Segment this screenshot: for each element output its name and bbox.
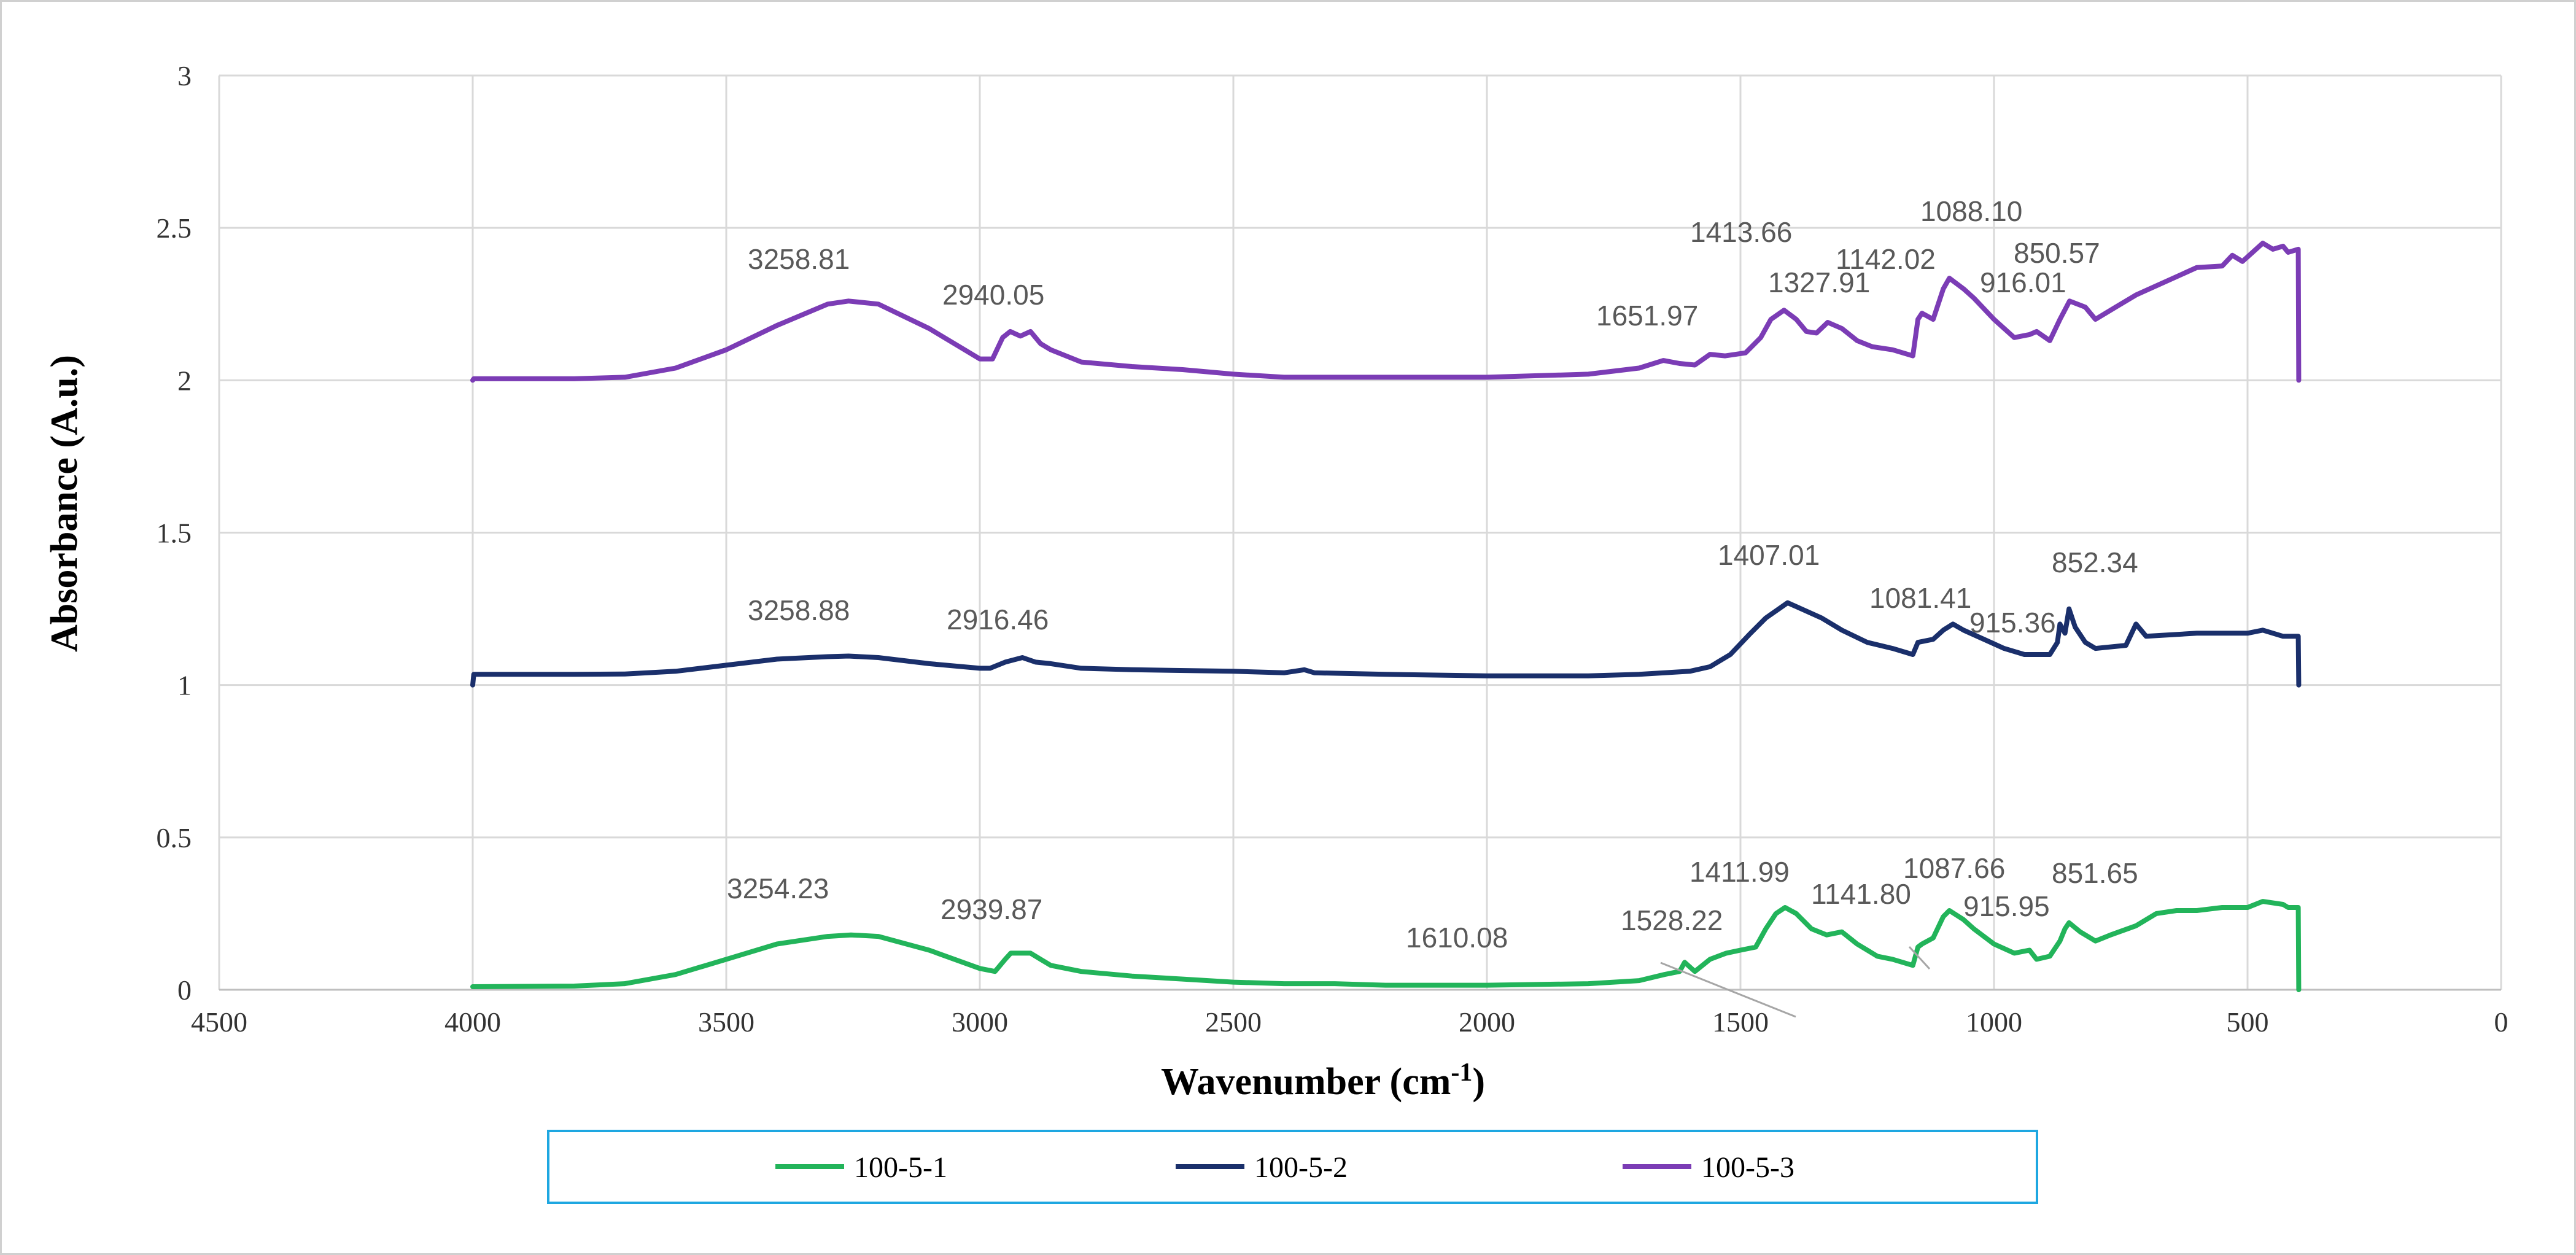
x-tick-label: 1500: [1712, 1006, 1769, 1038]
y-tick-label: 1: [177, 670, 192, 701]
peak-label: 916.01: [1980, 266, 2066, 298]
y-axis-title: Absorbance (A.u.): [44, 355, 85, 652]
peak-label: 1413.66: [1690, 216, 1792, 248]
x-axis-title: Wavenumber (cm-1): [1161, 1059, 1485, 1103]
peak-label: 1610.08: [1406, 922, 1508, 954]
x-axis-title-superscript: -1: [1451, 1059, 1472, 1087]
y-tick-label: 0.5: [157, 822, 192, 853]
annotation-leader-line: [1660, 962, 1796, 1018]
peak-label: 1087.66: [1903, 852, 2005, 884]
series-line-100-5-3: [470, 241, 2302, 383]
peak-label: 1141.80: [1811, 878, 1911, 910]
peak-label: 3254.23: [727, 872, 829, 904]
x-tick-label: 0: [2494, 1006, 2508, 1038]
y-tick-label: 0: [177, 974, 192, 1006]
peak-label: 1142.02: [1836, 243, 1936, 275]
peak-label: 1407.01: [1718, 539, 1820, 571]
peak-label: 1088.10: [1920, 195, 2022, 227]
x-tick-label: 500: [2227, 1006, 2269, 1038]
series-line-100-5-1: [470, 899, 2302, 992]
legend-label-100-5-1: 100-5-1: [854, 1151, 947, 1184]
x-tick-label: 4000: [444, 1006, 501, 1038]
peak-label: 3258.81: [748, 243, 850, 275]
y-tick-label: 2: [177, 365, 192, 396]
x-tick-label: 1000: [1966, 1006, 2022, 1038]
legend: 100-5-1 100-5-2 100-5-3: [775, 1151, 1794, 1184]
peak-label: 1411.99: [1690, 856, 1790, 888]
x-tick-label: 2000: [1459, 1006, 1515, 1038]
x-tick-label: 4500: [191, 1006, 247, 1038]
y-tick-label: 1.5: [157, 518, 192, 549]
y-tick-label: 3: [177, 60, 192, 91]
annotation-leader-line: [1908, 946, 1931, 970]
legend-label-100-5-2: 100-5-2: [1254, 1151, 1348, 1184]
peak-label: 852.34: [2052, 546, 2138, 578]
peak-label: 851.65: [2052, 857, 2138, 889]
peak-label: 1327.91: [1768, 266, 1870, 298]
peak-label: 3258.88: [748, 594, 850, 626]
peak-label: 915.95: [1963, 890, 2050, 922]
series-line-100-5-2: [470, 600, 2302, 688]
peak-annotations: 3258.81 2940.05 1651.97 1413.66 1327.911142.…: [727, 195, 2138, 1018]
peak-label: 1081.41: [1869, 582, 1971, 614]
y-tick-label: 2.5: [157, 212, 192, 244]
grid-lines: [218, 74, 2502, 991]
series-lines: [470, 241, 2302, 992]
x-tick-label: 3500: [698, 1006, 755, 1038]
peak-label: 2916.46: [947, 604, 1049, 635]
peak-label: 850.57: [2014, 237, 2100, 269]
peak-label: 915.36: [1969, 607, 2056, 639]
x-tick-label: 2500: [1205, 1006, 1262, 1038]
x-tick-label: 3000: [952, 1006, 1008, 1038]
x-tick-labels: 4500 4000 3500 3000 2500 2000 1500 1000 500 0: [191, 1006, 2508, 1038]
peak-label: 1528.22: [1621, 904, 1723, 936]
peak-label: 1651.97: [1596, 300, 1698, 332]
x-axis-title-close: ): [1472, 1061, 1485, 1103]
y-tick-labels: 0 0.5 1 1.5 2 2.5 3: [157, 60, 192, 1006]
x-axis-title-main: Wavenumber (cm: [1161, 1061, 1451, 1103]
legend-label-100-5-3: 100-5-3: [1701, 1151, 1794, 1184]
peak-label: 2940.05: [942, 279, 1044, 311]
peak-label: 2939.87: [941, 893, 1042, 925]
